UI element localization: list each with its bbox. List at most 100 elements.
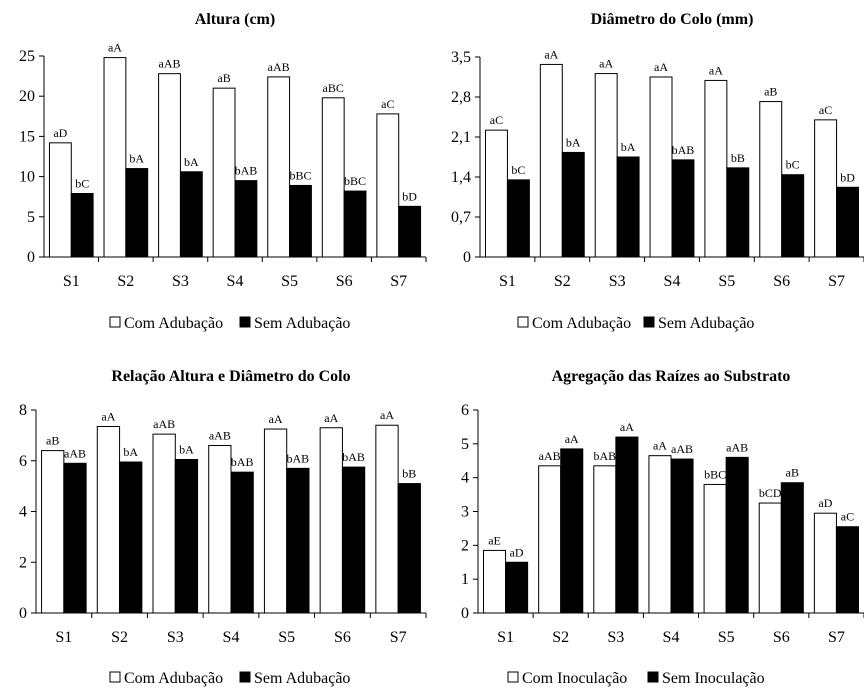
data-label: aA: [380, 408, 394, 422]
bar-com-aduba-o-s6: [321, 97, 345, 258]
y-tick-label: 1: [461, 571, 469, 588]
x-tick-label: S2: [117, 273, 134, 290]
chart-title: Diâmetro do Colo (mm): [591, 11, 754, 28]
data-label: bAB: [235, 164, 258, 178]
x-tick-label: S7: [390, 273, 407, 290]
data-label: aA: [654, 60, 668, 74]
x-tick-label: S1: [499, 273, 516, 290]
data-label: aA: [324, 411, 338, 425]
bar-com-inocula-o-s5: [703, 483, 727, 614]
chart-agregacao: Agregação das Raízes ao Substrato 0 1 2 3 4 5 6…: [432, 345, 864, 695]
data-label: aC: [841, 510, 854, 524]
bar-com-inocula-o-s1: [483, 549, 507, 614]
data-label: bAB: [287, 451, 310, 465]
y-tick-label: 2: [19, 554, 27, 571]
bar-sem-aduba-o-s5: [289, 184, 312, 258]
data-label: aE: [488, 533, 501, 547]
bar-com-inocula-o-s2: [538, 465, 562, 614]
data-label: aD: [818, 496, 832, 510]
data-label: bBC: [344, 174, 366, 188]
data-label: aAB: [153, 417, 175, 431]
bar-com-aduba-o-s2: [103, 57, 127, 258]
y-tick-label: 3,5: [451, 49, 471, 66]
data-label: aA: [709, 63, 723, 77]
y-tick-label: 4: [19, 504, 27, 521]
bar-com-aduba-o-s1: [484, 129, 508, 258]
chart-relacao: Relação Altura e Diâmetro do Colo 0 2 4 6 8 S1…: [0, 345, 432, 695]
bar-com-aduba-o-s4: [649, 76, 673, 258]
data-label: aA: [269, 412, 283, 426]
bar-sem-inocula-o-s7: [835, 526, 859, 614]
bar-sem-aduba-o-s2: [561, 151, 585, 258]
x-tick-label: S7: [828, 629, 845, 646]
data-label: bAB: [672, 143, 695, 157]
bar-sem-aduba-o-s3: [174, 458, 199, 614]
legend-swatch: [239, 671, 251, 683]
y-tick-label: 6: [461, 402, 469, 419]
bar-com-aduba-o-s1: [41, 450, 65, 614]
data-label: bA: [566, 135, 581, 149]
legend-label: Com Inoculação: [522, 670, 627, 687]
data-label: bA: [123, 445, 138, 459]
bar-sem-aduba-o-s4: [671, 159, 695, 258]
data-label: aBC: [323, 81, 344, 95]
x-tick-label: S5: [718, 273, 735, 290]
bar-sem-aduba-o-s5: [286, 467, 310, 614]
x-tick-label: S3: [172, 273, 189, 290]
bar-com-inocula-o-s7: [813, 512, 837, 614]
bar-sem-inocula-o-s5: [725, 456, 749, 614]
x-tick-label: S6: [336, 273, 353, 290]
data-label: bA: [621, 140, 636, 154]
data-label: bAB: [231, 455, 254, 469]
y-tick-label: 5: [27, 209, 35, 226]
y-tick-label: 5: [461, 436, 469, 453]
legend-label: Sem Adubação: [254, 670, 350, 687]
y-tick-label: 15: [19, 128, 35, 145]
legend-swatch: [109, 316, 121, 328]
data-label: aA: [620, 420, 634, 434]
chart-title: Altura (cm): [195, 11, 275, 28]
data-label: aAB: [64, 446, 86, 460]
bar-sem-aduba-o-s5: [726, 167, 750, 258]
y-tick-label: 10: [19, 169, 35, 186]
bar-sem-aduba-o-s6: [781, 174, 805, 258]
bar-sem-inocula-o-s4: [670, 458, 694, 614]
data-label: aA: [653, 439, 667, 453]
x-tick-label: S2: [554, 273, 571, 290]
data-label: aC: [381, 97, 394, 111]
data-label: aA: [565, 432, 579, 446]
x-tick-label: S3: [609, 273, 626, 290]
bar-sem-aduba-o-s4: [230, 471, 254, 614]
data-label: aB: [46, 434, 59, 448]
bar-com-inocula-o-s3: [593, 465, 617, 614]
y-tick-label: 0: [19, 605, 27, 622]
chart-altura: Altura (cm) 0 5 10 15 20 25 S1 aD bC S2 aA bA S3 aAB bA…: [0, 0, 432, 350]
y-tick-label: 2,1: [451, 129, 471, 146]
bar-sem-aduba-o-s1: [506, 179, 530, 258]
chart-agregacao-svg: Agregação das Raízes ao Substrato 0 1 2 3 4 5 6…: [461, 368, 864, 687]
y-tick-label: 4: [461, 470, 469, 487]
legend-swatch: [507, 671, 519, 683]
y-tick-label: 8: [19, 402, 27, 419]
legend-label: Com Adubação: [124, 315, 223, 332]
chart-diametro-svg: Diâmetro do Colo (mm) 0 0,7 1,4 2,1 2,8 3,5 S1 a…: [451, 11, 864, 332]
bar-com-aduba-o-s4: [208, 445, 232, 614]
data-label: aAB: [539, 449, 561, 463]
bar-sem-aduba-o-s3: [179, 171, 203, 258]
data-label: aC: [490, 113, 503, 127]
data-label: aAB: [268, 60, 290, 74]
x-tick-label: S3: [607, 629, 624, 646]
chart-title: Agregação das Raízes ao Substrato: [552, 368, 791, 385]
legend-label: Com Adubação: [532, 315, 631, 332]
y-tick-label: 2: [461, 537, 469, 554]
data-label: bAB: [342, 450, 365, 464]
data-label: aA: [108, 41, 122, 55]
x-tick-label: S4: [227, 273, 244, 290]
data-label: bA: [129, 152, 144, 166]
y-tick-label: 25: [19, 48, 35, 65]
data-label: bBC: [289, 168, 311, 182]
x-tick-label: S3: [167, 629, 184, 646]
data-label: bA: [179, 442, 194, 456]
data-label: aB: [786, 466, 799, 480]
x-tick-label: S6: [773, 273, 790, 290]
